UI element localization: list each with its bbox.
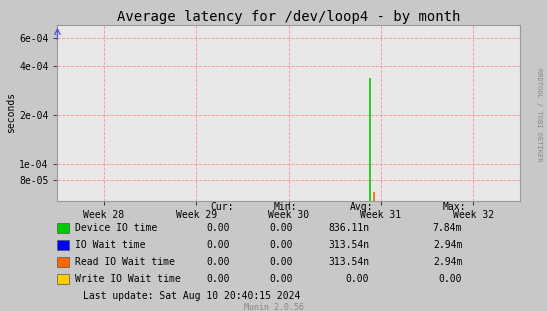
Text: 0.00: 0.00 <box>269 240 293 250</box>
Text: Last update: Sat Aug 10 20:40:15 2024: Last update: Sat Aug 10 20:40:15 2024 <box>84 291 301 301</box>
Title: Average latency for /dev/loop4 - by month: Average latency for /dev/loop4 - by mont… <box>117 10 460 24</box>
Text: 0.00: 0.00 <box>269 223 293 233</box>
Text: Read IO Wait time: Read IO Wait time <box>75 257 175 267</box>
Text: 0.00: 0.00 <box>206 240 230 250</box>
Text: 0.00: 0.00 <box>206 223 230 233</box>
Text: 7.84m: 7.84m <box>433 223 462 233</box>
Text: 2.94m: 2.94m <box>433 257 462 267</box>
Text: 0.00: 0.00 <box>269 274 293 284</box>
Text: 836.11n: 836.11n <box>328 223 369 233</box>
Text: RRDTOOL / TOBI OETIKER: RRDTOOL / TOBI OETIKER <box>536 68 542 162</box>
Text: Device IO time: Device IO time <box>75 223 157 233</box>
Text: 0.00: 0.00 <box>206 257 230 267</box>
Text: Min:: Min: <box>274 202 297 212</box>
Text: 0.00: 0.00 <box>269 257 293 267</box>
Text: 0.00: 0.00 <box>206 274 230 284</box>
Text: Avg:: Avg: <box>350 202 374 212</box>
Text: Write IO Wait time: Write IO Wait time <box>75 274 181 284</box>
Text: Max:: Max: <box>443 202 467 212</box>
Text: 0.00: 0.00 <box>346 274 369 284</box>
Text: Munin 2.0.56: Munin 2.0.56 <box>243 304 304 311</box>
Text: 313.54n: 313.54n <box>328 257 369 267</box>
Text: 313.54n: 313.54n <box>328 240 369 250</box>
Text: Cur:: Cur: <box>211 202 234 212</box>
Y-axis label: seconds: seconds <box>6 92 16 133</box>
Text: 0.00: 0.00 <box>439 274 462 284</box>
Text: IO Wait time: IO Wait time <box>75 240 146 250</box>
Text: 2.94m: 2.94m <box>433 240 462 250</box>
